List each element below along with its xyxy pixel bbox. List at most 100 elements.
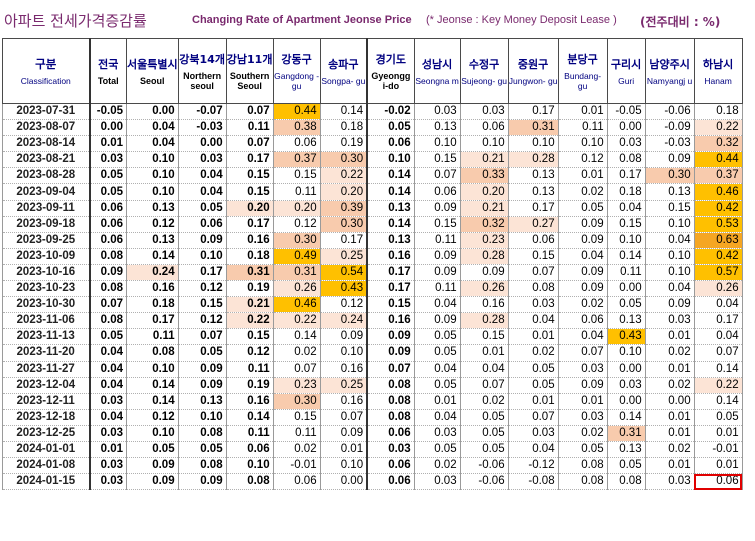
cell-value: -0.06 <box>459 473 509 491</box>
cell-value: 0.16 <box>225 392 274 410</box>
cell-value: 0.17 <box>507 102 559 121</box>
cell-value: 0.06 <box>366 135 415 153</box>
cell-value: 0.11 <box>225 424 274 442</box>
cell-value: 0.09 <box>413 247 461 265</box>
column-header-ko: 구분 <box>35 57 57 71</box>
cell-value: 0.04 <box>177 167 227 185</box>
cell-value: 0.10 <box>319 344 368 362</box>
cell-value: 0.06 <box>88 199 127 217</box>
cell-value: 0.14 <box>126 247 179 265</box>
cell-value: 0.04 <box>644 280 695 298</box>
cell-value: 0.04 <box>413 408 461 426</box>
cell-value: 0.08 <box>366 408 415 426</box>
column-header-3: 강북14개 Northern seoul <box>177 38 227 104</box>
cell-value: -0.06 <box>459 457 509 475</box>
cell-value: 0.00 <box>88 119 127 137</box>
cell-value: 0.16 <box>319 392 368 410</box>
cell-value: 0.32 <box>693 135 743 153</box>
cell-value: 0.05 <box>88 328 127 346</box>
cell-value: 0.30 <box>272 231 321 249</box>
cell-value: 0.24 <box>319 312 368 330</box>
cell-value: 0.03 <box>177 151 227 169</box>
row-date: 2023-09-25 <box>2 231 90 249</box>
cell-value: 0.20 <box>459 183 509 201</box>
cell-value: 0.12 <box>126 215 179 233</box>
cell-value: 0.18 <box>126 296 179 314</box>
cell-value: 0.17 <box>366 280 415 298</box>
cell-value: 0.17 <box>177 263 227 282</box>
cell-value: 0.11 <box>126 328 179 346</box>
cell-value: 0.12 <box>319 296 368 314</box>
table-body: 2023-07-31 -0.05 0.00 -0.07 0.07 0.44 0.14 -0.0… <box>2 102 743 491</box>
table-row: 2023-08-07 0.00 0.04 -0.03 0.11 0.38 0.18 0.05 0… <box>2 119 743 137</box>
cell-value: 0.05 <box>606 457 646 475</box>
column-header-ko: 경기도 <box>375 53 407 66</box>
cell-value: 0.01 <box>693 457 743 475</box>
cell-value: 0.15 <box>225 328 274 346</box>
cell-value: 0.07 <box>177 328 227 346</box>
cell-value: 0.09 <box>88 263 127 282</box>
cell-value: 0.02 <box>644 376 695 394</box>
row-date: 2023-12-11 <box>2 392 90 410</box>
cell-value: 0.06 <box>272 135 321 153</box>
cell-value: 0.15 <box>225 183 274 201</box>
cell-value: 0.31 <box>272 263 321 282</box>
cell-value: 0.09 <box>644 151 695 169</box>
cell-value: 0.12 <box>126 408 179 426</box>
cell-value: 0.13 <box>126 199 179 217</box>
table-row: 2024-01-08 0.03 0.09 0.08 0.10 -0.01 0.10 0.06 0… <box>2 457 743 475</box>
cell-value: 0.38 <box>272 119 321 137</box>
cell-value: 0.10 <box>644 215 695 233</box>
row-date: 2023-11-27 <box>2 360 90 378</box>
cell-value: 0.09 <box>366 344 415 362</box>
cell-value: 0.30 <box>319 215 368 233</box>
cell-value: 0.30 <box>272 392 321 410</box>
cell-value: 0.04 <box>606 199 646 217</box>
table-row: 2023-10-09 0.08 0.14 0.10 0.18 0.49 0.25 0.16 0.… <box>2 247 743 265</box>
cell-value: 0.46 <box>693 183 743 201</box>
cell-value: 0.08 <box>126 344 179 362</box>
cell-value: 0.08 <box>366 376 415 394</box>
cell-value: 0.01 <box>693 424 743 442</box>
cell-value: 0.42 <box>693 247 743 265</box>
cell-value: 0.06 <box>557 312 608 330</box>
cell-value: 0.07 <box>225 102 274 121</box>
jeonse-rate-table: 구분 Classification 전국 Total 서울특별시 Seoul 강북14개 No… <box>2 38 743 491</box>
cell-value: 0.10 <box>225 457 274 475</box>
cell-value: 0.10 <box>557 135 608 153</box>
cell-value: 0.07 <box>366 360 415 378</box>
cell-value: -0.08 <box>507 473 559 491</box>
cell-value: 0.22 <box>225 312 274 330</box>
cell-value: 0.01 <box>88 135 127 153</box>
cell-value: 0.15 <box>606 215 646 233</box>
cell-value: 0.07 <box>507 263 559 282</box>
cell-value: 0.04 <box>557 247 608 265</box>
cell-value: 0.06 <box>366 457 415 475</box>
cell-value: 0.09 <box>126 457 179 475</box>
column-header-ko: 송파구 <box>328 58 359 71</box>
cell-value: 0.10 <box>459 135 509 153</box>
cell-value: 0.07 <box>88 296 127 314</box>
cell-value: 0.05 <box>459 424 509 442</box>
cell-value: 0.10 <box>126 183 179 201</box>
row-date: 2024-01-01 <box>2 440 90 459</box>
table-row: 2024-01-01 0.01 0.05 0.05 0.06 0.02 0.01 0.03 0.… <box>2 440 743 459</box>
table-row: 2023-10-23 0.08 0.16 0.12 0.19 0.26 0.43 0.17 0.… <box>2 280 743 298</box>
cell-value: 0.12 <box>272 215 321 233</box>
cell-value: 0.14 <box>126 392 179 410</box>
column-header-11: 분당구 Bundang- gu <box>557 38 608 104</box>
column-header-8: 성남시 Seongna m <box>413 38 461 104</box>
cell-value: 0.10 <box>177 408 227 426</box>
cell-value: 0.05 <box>177 440 227 459</box>
cell-value: 0.07 <box>272 360 321 378</box>
cell-value: -0.03 <box>644 135 695 153</box>
column-header-en: Seoul <box>140 76 165 86</box>
cell-value: 0.04 <box>459 360 509 378</box>
cell-value: 0.13 <box>606 312 646 330</box>
cell-value: 0.13 <box>507 167 559 185</box>
cell-value: 0.26 <box>459 280 509 298</box>
cell-value: 0.05 <box>413 376 461 394</box>
cell-value: 0.04 <box>693 296 743 314</box>
cell-value: 0.08 <box>606 473 646 491</box>
cell-value: 0.03 <box>366 440 415 459</box>
